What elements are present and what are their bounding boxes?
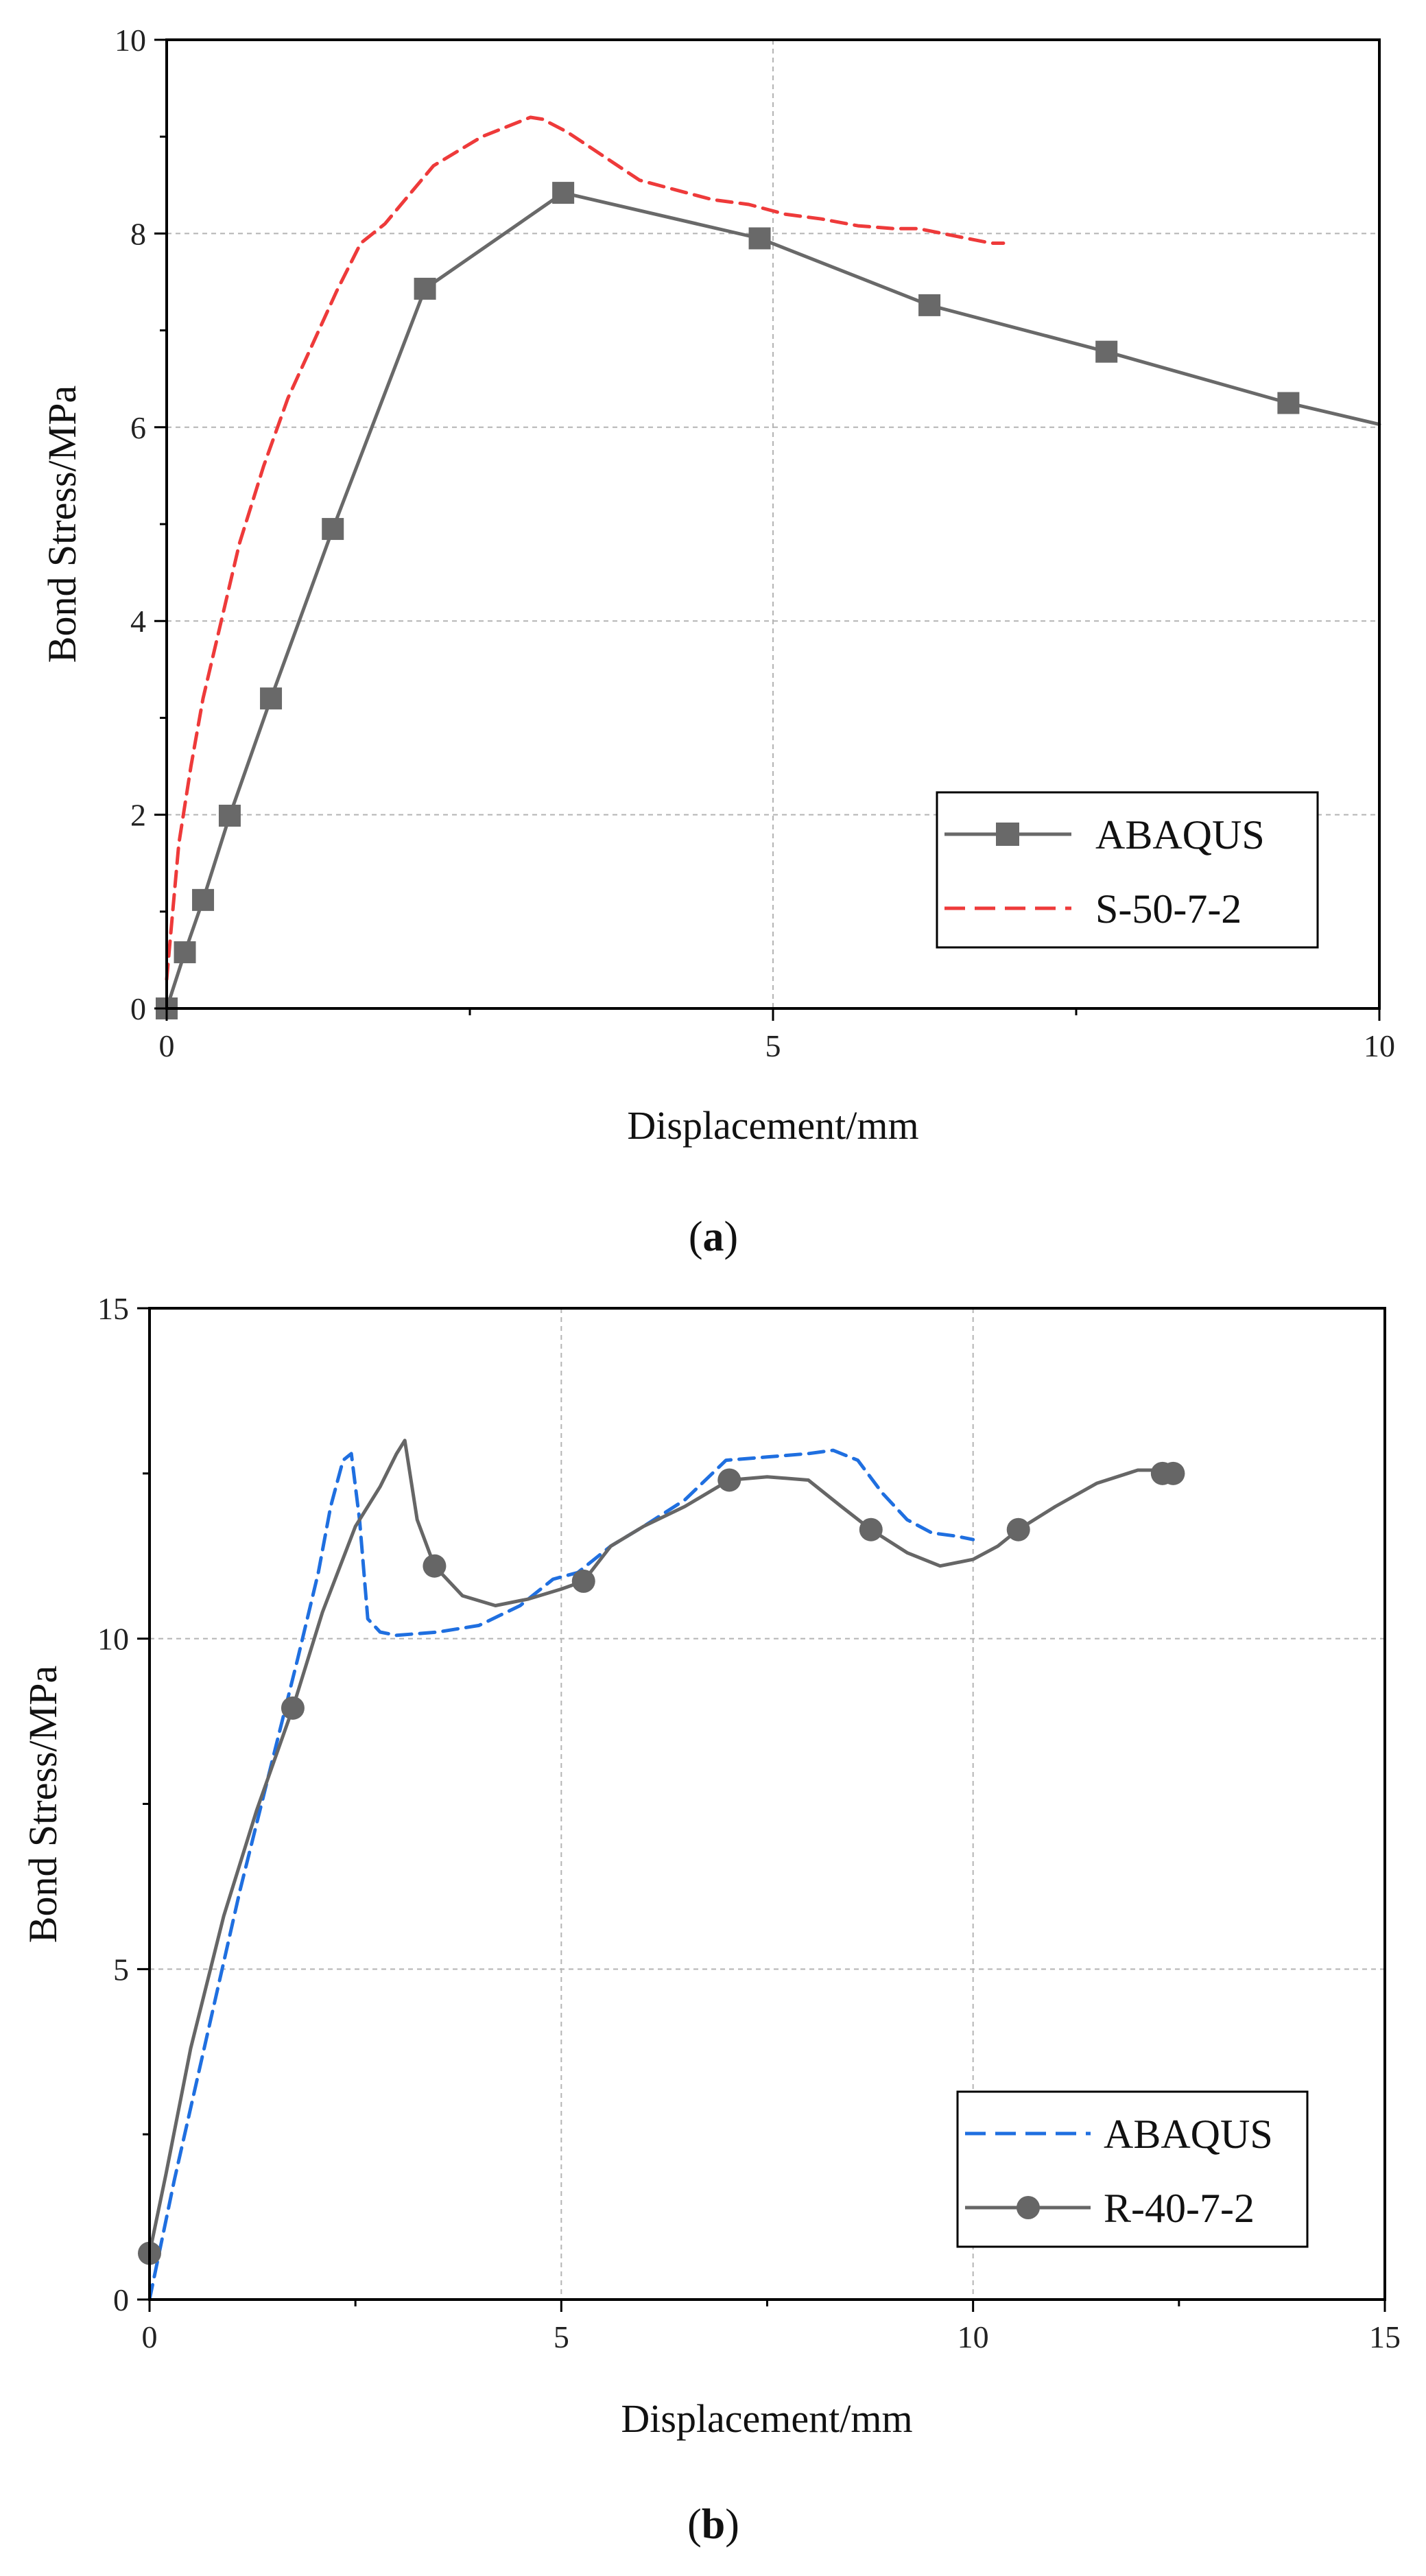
data-point-r-40-7-2 <box>1161 1461 1185 1485</box>
data-point-abaqus <box>192 888 215 911</box>
y-tick-label: 8 <box>130 216 146 251</box>
legend-box-a <box>936 791 1319 949</box>
data-point-abaqus <box>1095 340 1118 363</box>
ticks-b: 0 5 10 15 0 5 10 15 <box>97 1291 1401 2354</box>
x-axis-title-b: Displacement/mm <box>621 2396 912 2441</box>
data-point-abaqus <box>1277 392 1300 414</box>
series-line-abaqus <box>147 1448 975 2302</box>
data-point-r-40-7-2 <box>859 1517 883 1541</box>
data-point-abaqus <box>414 277 436 300</box>
data-point-abaqus <box>552 182 575 204</box>
series-b <box>138 1439 1185 2302</box>
data-point-r-40-7-2 <box>717 1468 741 1492</box>
series-line-s-50-7-2 <box>165 115 1006 982</box>
x-tick-label: 10 <box>1364 1028 1395 1063</box>
x-tick-label: 0 <box>142 2319 158 2354</box>
legend-marker-abaqus-a <box>996 823 1019 846</box>
y-tick-label: 4 <box>130 604 146 639</box>
data-point-abaqus <box>918 294 941 316</box>
y-tick-label: 10 <box>97 1622 129 1657</box>
data-point-r-40-7-2 <box>1006 1517 1030 1541</box>
y-axis-title-b: Bond Stress/MPa <box>21 1666 65 1943</box>
x-tick-label: 10 <box>958 2319 989 2354</box>
data-point-r-40-7-2 <box>571 1569 595 1593</box>
y-tick-label: 15 <box>97 1291 129 1326</box>
data-point-abaqus <box>322 518 344 541</box>
caption-letter-b: b <box>702 2501 725 2548</box>
legend-box-b <box>956 2090 1309 2248</box>
y-tick-label: 0 <box>130 991 146 1026</box>
grid-a <box>167 40 1379 1008</box>
legend-label-r40-b: R-40-7-2 <box>1104 2186 1255 2231</box>
y-tick-label: 0 <box>113 2282 129 2317</box>
y-tick-label: 6 <box>130 410 146 445</box>
data-point-abaqus <box>748 227 771 250</box>
y-tick-label: 2 <box>130 798 146 833</box>
panel-b: 0 5 10 15 0 5 10 15 Bond Stress/MPa Displacemen… <box>21 1291 1401 2548</box>
legend-a: ABAQUS S-50-7-2 <box>936 791 1319 949</box>
ticks-a: 0 5 10 0 2 4 6 8 10 <box>115 23 1395 1063</box>
data-point-abaqus <box>174 941 196 964</box>
data-point-abaqus <box>218 805 241 827</box>
legend-label-s50-a: S-50-7-2 <box>1095 886 1241 932</box>
caption-a: (a) <box>689 1214 738 1260</box>
legend-marker-r40-b <box>1017 2196 1040 2219</box>
data-point-r-40-7-2 <box>281 1696 305 1720</box>
x-tick-label: 5 <box>765 1028 781 1063</box>
caption-letter-a: a <box>703 1214 724 1260</box>
legend-label-abaqus-b: ABAQUS <box>1104 2112 1273 2157</box>
y-tick-label: 5 <box>113 1952 129 1987</box>
y-tick-label: 10 <box>115 23 146 58</box>
x-axis-title-a: Displacement/mm <box>627 1103 918 1148</box>
x-tick-label: 15 <box>1369 2319 1401 2354</box>
legend-b: ABAQUS R-40-7-2 <box>956 2090 1309 2248</box>
x-tick-label: 0 <box>159 1028 175 1063</box>
y-axis-title-a: Bond Stress/MPa <box>40 386 84 663</box>
data-point-r-40-7-2 <box>423 1554 447 1578</box>
caption-b: (b) <box>687 2501 739 2548</box>
panel-a: 0 5 10 0 2 4 6 8 10 Bond Stress/MPa Displacement… <box>40 23 1395 1260</box>
legend-label-abaqus-a: ABAQUS <box>1095 812 1265 858</box>
series-line-r-40-7-2 <box>147 1439 1175 2256</box>
grid-b <box>150 1308 1385 2300</box>
series-a <box>156 115 1381 1019</box>
data-point-abaqus <box>260 687 283 710</box>
x-tick-label: 5 <box>554 2319 569 2354</box>
